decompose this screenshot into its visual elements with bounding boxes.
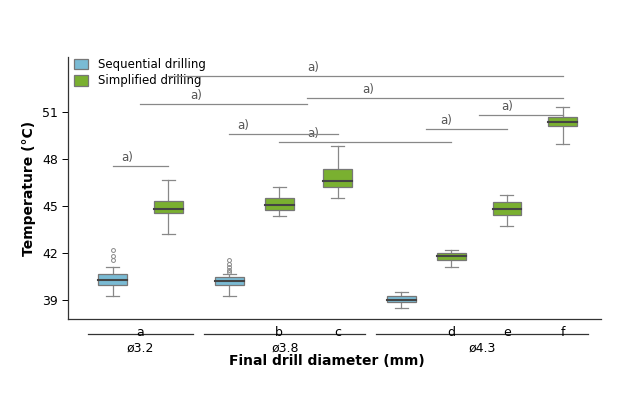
Text: c: c (334, 326, 341, 339)
Text: a): a) (307, 126, 319, 139)
Text: a): a) (363, 83, 374, 96)
Text: a): a) (121, 151, 133, 164)
Text: a): a) (190, 89, 202, 102)
Text: a): a) (440, 114, 452, 127)
Text: a: a (136, 326, 144, 339)
Text: ø4.3: ø4.3 (468, 342, 495, 355)
Bar (492, 202, 521, 215)
Text: ø3.2: ø3.2 (126, 342, 154, 355)
Bar (323, 169, 352, 187)
Legend: Sequential drilling, Simplified drilling: Sequential drilling, Simplified drilling (74, 58, 206, 88)
Text: ø3.8: ø3.8 (271, 342, 299, 355)
Bar (437, 253, 466, 260)
Bar (154, 201, 183, 213)
Bar (98, 274, 127, 285)
Text: Final drill diameter (mm): Final drill diameter (mm) (229, 354, 424, 368)
Text: b: b (275, 326, 283, 339)
Y-axis label: Temperature (°C): Temperature (°C) (22, 121, 37, 256)
Text: a): a) (307, 61, 319, 74)
Bar (215, 277, 244, 285)
Text: f: f (560, 326, 565, 339)
Bar (265, 198, 294, 210)
Text: a): a) (237, 119, 249, 132)
Bar (387, 296, 416, 302)
Text: a): a) (502, 100, 513, 113)
Text: d: d (448, 326, 456, 339)
Text: e: e (503, 326, 511, 339)
Bar (548, 117, 577, 126)
